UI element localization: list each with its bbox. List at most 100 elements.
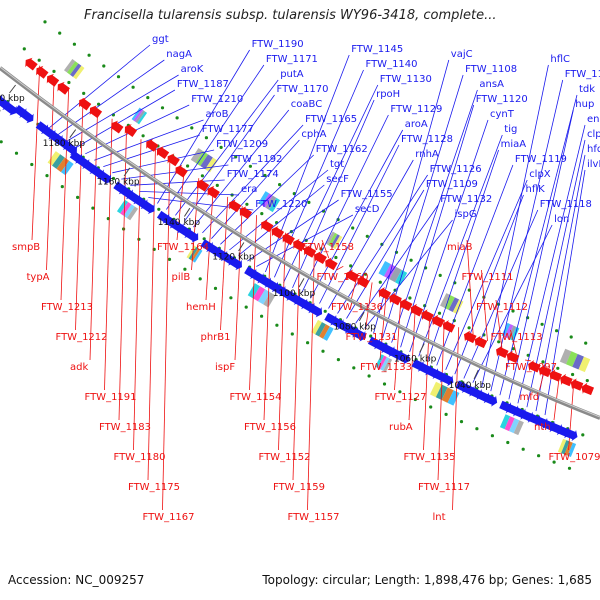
tick-dot [367,374,371,378]
tick-dot [319,247,323,251]
reverse-gene-label: FTW_1135 [404,452,456,463]
reverse-label-line [423,312,431,451]
forward-gene-label: nagA [166,49,192,60]
feature-block [572,353,584,370]
feature-block [375,354,385,369]
gene-arrow-shape [36,65,49,79]
feature-block [135,110,146,124]
forward-gene-label: tig [504,124,517,135]
forward-gene-label: coaBC [291,99,322,110]
reverse-label-line [510,329,517,355]
position-tick-label: 1080 kbp [333,323,376,333]
gene-arrow-shape [89,105,103,119]
forward-gene-label: FTW_1171 [266,54,318,65]
gene-arrow-shape [325,257,338,271]
tick-dot [215,183,219,187]
tick-dot [306,341,310,345]
tick-dot [511,309,515,313]
tick-dot [260,314,264,318]
topology-stats-text: Topology: circular; Length: 1,898,476 bp… [262,573,592,587]
gene-arrow-shape [442,320,456,333]
tick-dot [200,174,204,178]
feature-block [507,325,517,340]
feature-block [380,356,390,371]
reverse-gene-arrow [346,269,360,283]
forward-gene-label: FTW_1192 [230,154,282,165]
feature-block-group [499,414,524,436]
gene-arrow-shape [314,251,327,264]
tick-dot [141,134,145,138]
forward-label-line [175,79,279,216]
tick-dot [275,323,279,327]
reverse-gene-label: mfd [520,392,540,403]
forward-label-line [382,74,464,339]
tick-dot [76,195,80,199]
forward-gene-arrow [229,257,242,271]
reverse-gene-arrow [175,164,188,178]
feature-block-group [116,199,139,221]
reverse-gene-arrow [399,298,413,311]
gene-arrow-shape [207,185,220,199]
gene-labels-layer: ggt nagA aroK FTW_1187 FTW_1210 aroB FTW_1177 F… [12,34,600,523]
reverse-gene-label: FTW_1112 [476,302,528,313]
reverse-label-line [263,223,272,421]
feature-block [444,295,455,310]
forward-gene-label: rpoH [376,89,400,100]
forward-label-line [481,64,549,387]
forward-gene-label: hflK [526,184,546,195]
forward-gene-label: era [241,184,257,195]
feature-block [499,414,511,430]
forward-gene-label: FTW_1209 [216,139,268,150]
feature-block [325,231,336,246]
forward-label-line [103,134,200,167]
tick-dot [183,267,187,271]
reverse-label-line [220,196,229,331]
forward-label-line [373,59,450,334]
position-tick [69,129,77,138]
gene-arrow-shape [167,153,180,167]
reverse-label-line [133,139,142,451]
forward-label-line [508,109,574,400]
forward-gene-label: FTW_1165 [305,114,357,125]
tick-dot [349,264,353,268]
gene-arrow-shape [353,328,366,342]
gene-arrow-shape [440,373,454,387]
tick-dot [398,390,402,394]
position-tick [419,343,425,353]
gene-arrow-shape [293,238,306,252]
forward-gene-label: ilvD [587,159,600,170]
feature-block-group [325,231,343,250]
position-tick-label: 1140 kbp [158,218,201,228]
reverse-label-line [524,359,531,362]
position-ticks-layer: 1200 kbp 1180 kbp 1160 kbp 1140 kbp 1120 kbp… [0,84,491,391]
position-tick [123,167,131,177]
forward-gene-label: FTW_1128 [401,134,453,145]
reverse-gene-arrow [357,275,370,289]
feature-block [440,293,451,308]
tick-dot [437,311,442,315]
reverse-gene-arrow [410,303,424,317]
tick-dot [552,460,556,464]
forward-gene-label: FTW_1129 [390,104,442,115]
forward-gene-label: secF [326,174,349,185]
gene-arrow-shape [142,201,155,215]
forward-gene-label: ggt [152,34,169,45]
forward-label-line [49,44,151,129]
tick-dot [585,379,589,383]
tick-dot [204,136,208,140]
tick-dot [219,145,223,149]
gene-arrow-shape [506,350,520,364]
reverse-gene-arrow [207,185,220,199]
position-tick [183,207,191,217]
feature-block [383,263,397,280]
reverse-gene-label: FTW_1133 [360,362,412,373]
feature-block [52,154,65,169]
reverse-gene-arrow [46,73,60,87]
feature-block [509,418,520,434]
feature-block [513,420,524,436]
position-tick [358,311,365,322]
feature-block [557,438,567,454]
forward-label-line [490,79,564,392]
reverse-gene-arrow [432,314,445,328]
tick-dot [45,174,49,178]
